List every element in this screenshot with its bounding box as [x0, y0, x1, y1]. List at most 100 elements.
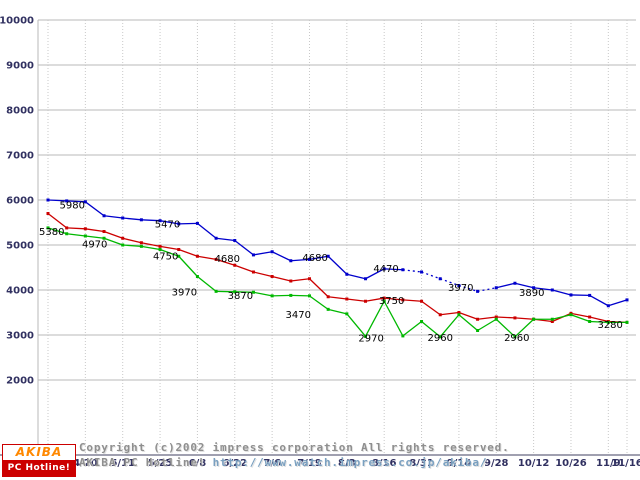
blue-high-price-segment: [197, 222, 217, 239]
green-low-price-marker: [457, 313, 461, 317]
x-tick-label: 5/25: [148, 458, 173, 469]
green-low-price-segment: [85, 235, 105, 239]
blue-high-price-segment: [271, 251, 292, 262]
green-low-price-marker: [420, 320, 424, 323]
point-annotation: 3870: [228, 291, 253, 302]
blue-high-price-segment: [327, 255, 348, 275]
blue-high-price-marker: [457, 284, 461, 287]
green-low-price-marker: [345, 312, 349, 316]
blue-high-price-marker: [289, 259, 293, 263]
red-mid-price-marker: [195, 254, 199, 258]
green-low-price-segment: [421, 320, 441, 338]
blue-high-price-marker: [476, 289, 480, 293]
y-tick-label: 8000: [6, 106, 34, 117]
red-mid-price-marker: [457, 311, 461, 314]
blue-high-price-marker: [177, 222, 181, 226]
blue-high-price-segment: [84, 201, 105, 217]
blue-high-price-marker: [251, 253, 255, 257]
green-low-price-segment: [514, 318, 535, 338]
red-mid-price-marker: [476, 317, 480, 321]
red-mid-price-marker: [401, 298, 405, 302]
point-annotation: 3970: [172, 287, 197, 298]
blue-high-price-segment: [589, 294, 609, 307]
green-low-price-segment: [66, 233, 86, 237]
red-mid-price-segment: [159, 245, 179, 251]
green-low-price-marker: [177, 254, 181, 258]
blue-high-price-marker: [401, 268, 405, 272]
green-low-price-marker: [65, 232, 69, 236]
y-tick-label: 5000: [6, 241, 34, 252]
red-mid-price-marker: [177, 248, 181, 251]
point-annotation: 2960: [427, 333, 452, 344]
green-low-price-segment: [589, 320, 609, 324]
green-low-price-segment: [47, 227, 67, 235]
green-low-price-marker: [83, 234, 87, 238]
blue-high-price-segment: [552, 289, 572, 296]
blue-high-price-marker: [569, 293, 573, 297]
green-low-price-segment: [141, 245, 161, 251]
blue-high-price-marker: [121, 216, 125, 220]
point-annotation: 4470: [373, 264, 398, 275]
red-mid-price-marker: [102, 230, 106, 233]
blue-high-price-marker: [606, 304, 610, 308]
blue-high-price-marker: [158, 219, 162, 223]
point-annotation: 2970: [358, 334, 383, 345]
point-annotation: 3890: [519, 288, 544, 299]
green-low-price-segment: [178, 255, 198, 277]
blue-high-price-marker: [233, 239, 237, 242]
red-mid-price-segment: [384, 297, 403, 301]
blue-high-price-marker: [345, 272, 349, 276]
x-tick-label: 10/26: [555, 458, 587, 469]
red-mid-price-marker: [158, 244, 162, 248]
green-low-price-marker: [121, 243, 125, 247]
green-low-price-segment: [159, 248, 179, 257]
blue-high-price-segment: [234, 239, 254, 256]
red-mid-price-segment: [47, 212, 68, 229]
red-mid-price-marker: [438, 313, 442, 317]
blue-high-price-segment: [159, 220, 179, 225]
blue-high-price-segment: [253, 251, 273, 256]
red-mid-price-marker: [121, 236, 125, 240]
blue-high-price-marker: [195, 221, 199, 225]
blue-high-price-marker: [270, 250, 274, 254]
blue-high-price-segment: [402, 269, 422, 273]
akiba-pc-hotline-logo: AKIBA PC Hotline!: [2, 444, 76, 477]
blue-high-price-segment: [496, 282, 516, 289]
blue-high-price-segment: [458, 284, 478, 292]
blue-high-price-segment: [290, 258, 310, 262]
blue-high-price-segment: [47, 199, 67, 202]
blue-high-price-segment: [103, 215, 123, 219]
y-tick-label: 3000: [6, 331, 34, 342]
green-low-price-marker: [606, 320, 610, 324]
red-mid-price-segment: [421, 300, 441, 316]
green-low-price-marker: [513, 335, 517, 339]
red-mid-price-marker: [364, 299, 368, 303]
point-annotation: 5980: [60, 200, 85, 211]
point-annotation: 4970: [82, 240, 107, 251]
blue-high-price-segment: [608, 299, 628, 307]
blue-high-price-marker: [364, 277, 368, 281]
x-tick-label: 8/16: [372, 458, 397, 469]
x-tick-label: 10/12: [518, 458, 550, 469]
green-low-price-marker: [251, 290, 255, 294]
red-mid-price-marker: [588, 315, 592, 319]
red-mid-price-segment: [440, 311, 459, 316]
y-tick-label: 9000: [6, 61, 34, 72]
x-tick-label: 9/28: [484, 458, 509, 469]
pc-hotline-logo-text: PC Hotline!: [3, 460, 75, 476]
green-low-price-segment: [495, 318, 516, 338]
green-low-price-marker: [476, 329, 480, 332]
point-annotation: 2960: [504, 333, 529, 344]
red-mid-price-marker: [233, 263, 237, 267]
blue-high-price-marker: [513, 281, 517, 285]
red-mid-price-segment: [103, 230, 123, 239]
red-mid-price-segment: [346, 298, 366, 302]
red-mid-price-segment: [178, 248, 198, 257]
x-tick-label: 6/22: [223, 458, 248, 469]
point-annotation: 4680: [215, 254, 240, 265]
red-mid-price-marker: [307, 277, 311, 281]
green-low-price-marker: [550, 317, 554, 321]
y-tick-label: 10000: [0, 16, 34, 27]
